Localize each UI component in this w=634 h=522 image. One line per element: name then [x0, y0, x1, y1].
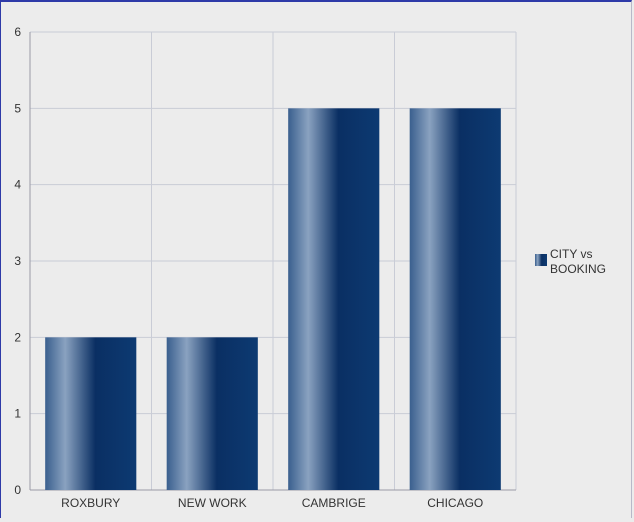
y-tick-label: 3 [14, 254, 21, 268]
y-tick-label: 1 [14, 407, 21, 421]
x-tick-label: CAMBRIGE [302, 496, 366, 510]
y-tick-label: 0 [14, 483, 21, 497]
bar-cambrige [288, 108, 380, 490]
legend-label-line2: BOOKING [550, 262, 606, 276]
legend-label-line1: CITY vs [550, 247, 592, 261]
y-tick-label: 4 [14, 178, 21, 192]
bar-chicago [409, 108, 501, 490]
bar-new-work [166, 337, 258, 490]
y-tick-label: 6 [14, 25, 21, 39]
y-tick-label: 2 [14, 330, 21, 344]
legend-swatch [535, 254, 547, 266]
x-tick-label: ROXBURY [61, 496, 120, 510]
x-tick-label: CHICAGO [427, 496, 483, 510]
x-tick-label: NEW WORK [178, 496, 247, 510]
x-axis-tick-labels: ROXBURY NEW WORK CAMBRIGE CHICAGO [61, 496, 483, 510]
y-tick-label: 5 [14, 101, 21, 115]
legend: CITY vs BOOKING [535, 247, 606, 276]
bars [45, 108, 501, 490]
bar-roxbury [45, 337, 137, 490]
y-axis-tick-labels: 0 1 2 3 4 5 6 [14, 25, 21, 497]
